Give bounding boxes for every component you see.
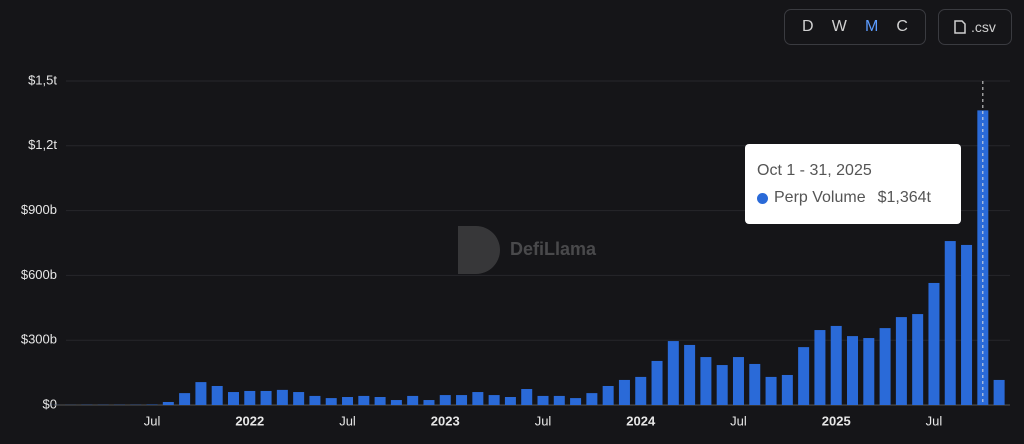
bar — [407, 395, 419, 405]
watermark-text: DefiLlama — [510, 239, 597, 259]
x-tick-label: 2023 — [431, 413, 460, 428]
tooltip-series: Perp Volume — [774, 189, 866, 206]
bar — [211, 385, 223, 405]
bar — [358, 395, 370, 405]
bar — [586, 393, 598, 405]
y-tick-label: $900b — [21, 202, 57, 217]
bar — [537, 395, 549, 405]
bar — [342, 397, 354, 405]
bar — [439, 395, 451, 405]
bar — [667, 341, 679, 405]
x-tick-label: 2024 — [626, 413, 656, 428]
bar — [651, 360, 663, 405]
csv-label: .csv — [971, 19, 996, 35]
y-tick-label: $1,2t — [28, 137, 57, 152]
y-tick-label: $600b — [21, 267, 57, 282]
bar — [488, 395, 500, 405]
bar — [830, 325, 842, 405]
y-tick-label: $1,5t — [28, 72, 57, 87]
bar — [602, 385, 614, 405]
bar — [895, 317, 907, 405]
x-tick-label: 2025 — [822, 413, 851, 428]
bar — [423, 400, 435, 405]
bar — [912, 314, 924, 405]
bar — [504, 397, 516, 405]
file-icon — [954, 20, 966, 34]
bar — [195, 382, 207, 405]
x-tick-label: Jul — [144, 413, 161, 428]
period-button[interactable]: C — [896, 18, 908, 35]
period-button[interactable]: W — [831, 18, 847, 35]
bar — [553, 395, 565, 405]
tooltip: Oct 1 - 31, 2025 Perp Volume $1,364t — [745, 144, 961, 224]
bar — [716, 365, 728, 405]
bar — [635, 376, 647, 405]
x-tick-label: Jul — [730, 413, 747, 428]
bar — [456, 395, 468, 405]
tooltip-title: Oct 1 - 31, 2025 — [757, 162, 872, 179]
bar — [928, 282, 940, 405]
bar — [781, 374, 793, 405]
bar — [732, 357, 744, 405]
bar — [798, 347, 810, 405]
bar — [162, 401, 174, 405]
y-tick-label: $300b — [21, 332, 57, 347]
bar — [618, 379, 630, 405]
bar — [325, 398, 337, 405]
bar — [309, 395, 321, 405]
bar — [472, 392, 484, 405]
bar — [879, 328, 891, 405]
tooltip-row: Perp Volume $1,364t — [757, 189, 949, 207]
bar — [700, 357, 712, 405]
bar — [293, 392, 305, 405]
bar — [179, 393, 191, 405]
bar — [684, 344, 696, 405]
bar — [814, 330, 826, 405]
bar — [570, 398, 582, 405]
bar — [944, 241, 956, 405]
bar — [847, 336, 859, 405]
x-tick-label: 2022 — [235, 413, 264, 428]
bar — [390, 400, 402, 405]
bar — [276, 389, 288, 405]
bar — [227, 392, 239, 405]
bar — [993, 379, 1005, 405]
x-tick-label: Jul — [535, 413, 552, 428]
bar — [374, 397, 386, 405]
period-button[interactable]: D — [802, 18, 814, 35]
bar — [765, 376, 777, 405]
y-tick-label: $0 — [43, 396, 57, 411]
csv-button[interactable]: .csv — [938, 9, 1012, 45]
bar — [244, 390, 256, 405]
bar — [749, 363, 761, 405]
tooltip-value: $1,364t — [877, 189, 931, 206]
bar — [521, 389, 533, 405]
x-tick-label: Jul — [339, 413, 356, 428]
x-tick-label: Jul — [926, 413, 943, 428]
watermark: DefiLlama — [458, 226, 597, 274]
period-button[interactable]: M — [864, 18, 879, 35]
bar — [961, 244, 973, 405]
watermark-logo — [458, 226, 500, 274]
bar — [260, 390, 272, 405]
tooltip-dot — [757, 192, 768, 204]
bar — [863, 338, 875, 405]
